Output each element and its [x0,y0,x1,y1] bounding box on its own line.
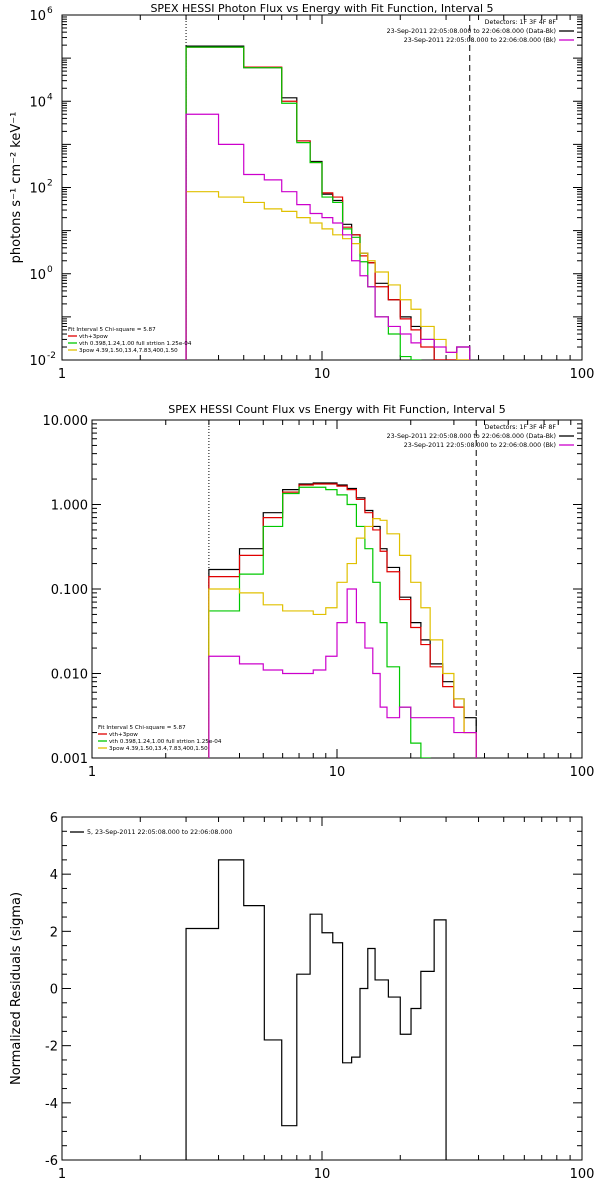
series-group [185,45,471,360]
series-group [208,482,477,758]
series-group [185,859,447,1160]
y-tick-base: 10 [29,268,46,283]
legend-bottom-left-item: Fit Interval 5 Chi-square = 5.87 [98,725,186,731]
y-tick-base: 2 [50,925,58,940]
legend-bottom-left-item: 3pow 4.39,1.50,13.4,7.83,400,1.50 [109,746,208,752]
series-line-3 [185,46,422,360]
y-tick-exponent: 4 [47,92,53,102]
y-tick-label: 1.000 [51,499,88,514]
y-tick-label: 0.100 [51,583,88,598]
legend-top-right-item: 23-Sep-2011 22:05:08.000 to 22:06:08.000… [404,37,556,44]
series-line-1 [185,859,447,1160]
x-tick-label: 1 [58,1167,66,1182]
y-tick-exponent: 6 [47,6,53,16]
y-tick-exponent: 2 [47,179,53,189]
y-tick-label: 0.001 [51,752,88,767]
y-axis-label: Normalized Residuals (sigma) [9,892,24,1085]
y-tick-base: -6 [45,1154,58,1169]
chart-panel-1: SPEX HESSI Photon Flux vs Energy with Fi… [9,2,594,382]
y-tick-label: 10 [29,95,46,110]
legend-bottom-left-item: Fit Interval 5 Chi-square = 5.87 [68,327,156,333]
series-line-4 [185,191,471,360]
y-tick-base: 10.000 [43,414,89,429]
y-tick-base: 0.010 [51,668,88,683]
chart-panel-3: 1 10 100 6 4 2 0 -2 -4 -6 Normalized Residuals (si… [9,811,594,1182]
legend-top-right-item: 23-Sep-2011 22:05:08.000 to 22:06:08.000… [404,442,556,449]
y-tick-base: 0 [50,983,58,998]
legend-top-right-item: Detectors: 1F 3F 4F 8F [485,424,557,431]
y-tick-label: 10.000 [43,414,89,429]
y-tick-label: 4 [50,868,58,883]
y-tick-label: -6 [45,1154,58,1169]
y-tick-base: 10 [29,182,46,197]
y-tick-base: 1.000 [51,499,88,514]
chart-panel-2: SPEX HESSI Count Flux vs Energy with Fit… [43,403,595,780]
y-tick-exponent: 0 [47,265,53,275]
x-tick-label: 100 [570,765,595,780]
y-axis-label: photons s⁻¹ cm⁻² keV⁻¹ [9,112,24,264]
y-tick-label: -4 [45,1097,58,1112]
y-tick-base: 0.001 [51,752,88,767]
series-line-5 [185,113,471,360]
legend-bottom-left-item: 3pow 4.39,1.50,13.4,7.83,400,1.50 [79,348,178,354]
x-tick-label: 10 [329,765,346,780]
legend-bottom-left-item: vth 0.398,1.24,1.00 full strtion 1.25e-0… [79,341,192,347]
plot-frame [61,816,583,1161]
y-tick-base: 10 [29,354,46,369]
y-tick-label: 10 [29,354,46,369]
series-line-5 [208,588,477,758]
y-tick-exponent: -2 [47,351,56,361]
series-line-4 [208,518,477,758]
y-tick-base: 0.100 [51,583,88,598]
legend-top-right-item: 23-Sep-2011 22:05:08.000 to 22:06:08.000… [387,433,556,440]
y-tick-base: -2 [45,1040,58,1055]
y-tick-label: -2 [45,1040,58,1055]
y-tick-base: -4 [45,1097,58,1112]
legend-top-right-item: Detectors: 1F 3F 4F 8F [485,19,557,26]
x-tick-label: 10 [314,1167,331,1182]
series-line-3 [208,486,431,758]
y-tick-base: 10 [29,9,46,24]
legend-bottom-left-item: vth 0.398,1.24,1.00 full strtion 1.25e-0… [109,739,222,745]
x-tick-label: 1 [88,765,96,780]
x-tick-label: 10 [314,367,331,382]
x-tick-label: 1 [58,367,66,382]
chart-title: SPEX HESSI Photon Flux vs Energy with Fi… [150,2,493,15]
series-line-1 [185,45,471,360]
y-tick-label: 2 [50,925,58,940]
x-tick-label: 100 [570,1167,595,1182]
chart-title: SPEX HESSI Count Flux vs Energy with Fit… [168,403,505,416]
y-tick-label: 10 [29,182,46,197]
series-line-1 [208,482,477,758]
legend-bottom-left-item: vth+3pow [79,334,108,340]
y-tick-base: 6 [50,811,58,826]
legend-bottom-left-item: vth+3pow [109,732,138,738]
y-tick-label: 6 [50,811,58,826]
legend-top-right-item: 23-Sep-2011 22:05:08.000 to 22:06:08.000… [387,28,556,35]
y-tick-label: 0 [50,983,58,998]
y-tick-label: 10 [29,9,46,24]
legend-top-left-item: 5, 23-Sep-2011 22:05:08.000 to 22:06:08.… [87,829,232,836]
y-tick-base: 10 [29,95,46,110]
series-line-2 [208,483,477,758]
series-line-2 [185,46,471,360]
x-tick-label: 100 [570,367,595,382]
y-tick-label: 0.010 [51,668,88,683]
y-tick-label: 10 [29,268,46,283]
y-tick-base: 4 [50,868,58,883]
